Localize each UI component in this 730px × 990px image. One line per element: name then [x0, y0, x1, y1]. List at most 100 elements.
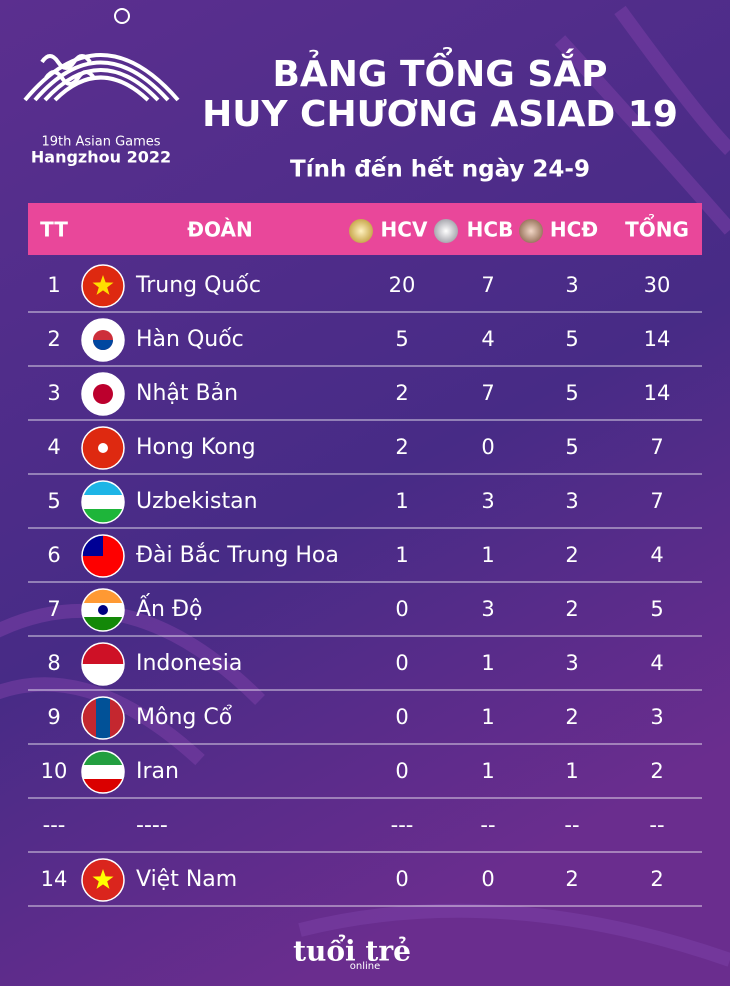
column-header: TỔNG	[625, 215, 689, 242]
team-name: Nhật Bản	[136, 381, 238, 406]
column-header: HCB	[467, 218, 514, 242]
column-header: TT	[40, 218, 68, 242]
title: HUY CHƯƠNG ASIAD 19	[202, 94, 678, 135]
medal-count: 0	[481, 435, 494, 459]
flag-stripe	[82, 643, 124, 665]
team-name: Đài Bắc Trung Hoa	[136, 543, 339, 568]
medal-count: 2	[565, 597, 578, 621]
rank: 10	[41, 759, 68, 783]
brand-logo: tuổi trẻ	[293, 934, 411, 968]
flag-ring	[81, 480, 125, 524]
medal-count: 0	[395, 705, 408, 729]
flag-stripe	[82, 664, 124, 685]
medal-count: 2	[395, 435, 408, 459]
medal-count: 5	[565, 327, 578, 351]
medal-count: 2	[565, 867, 578, 891]
medal-count: 1	[395, 543, 408, 567]
rank: 8	[47, 651, 60, 675]
flag	[82, 643, 124, 685]
medal-count: 1	[565, 759, 578, 783]
medal-count: 4	[650, 651, 663, 675]
flag-ring	[81, 750, 125, 794]
medal-count: 5	[395, 327, 408, 351]
medal-icon	[519, 219, 543, 243]
team-name: Uzbekistan	[136, 489, 258, 514]
flag-ring	[81, 696, 125, 740]
medal-count: 1	[481, 705, 494, 729]
team-name: Iran	[136, 759, 179, 784]
flag-ring	[81, 264, 125, 308]
rank: 2	[47, 327, 60, 351]
medal-icon	[349, 219, 373, 243]
medal-count: 2	[565, 543, 578, 567]
medal-count: 3	[565, 489, 578, 513]
medal-count: 1	[481, 759, 494, 783]
medal-count: 0	[395, 759, 408, 783]
flag-star	[92, 869, 114, 889]
team-name: ----	[136, 813, 168, 838]
medal-count: 5	[565, 381, 578, 405]
team-name: Việt Nam	[136, 867, 237, 892]
rank: 7	[47, 597, 60, 621]
medal-count: 2	[395, 381, 408, 405]
flag	[82, 373, 124, 415]
title: BẢNG TỔNG SẮP	[272, 47, 607, 95]
flag-ring	[81, 642, 125, 686]
medal-count: 3	[565, 273, 578, 297]
medal-count: 14	[644, 381, 671, 405]
medal-count: 0	[395, 597, 408, 621]
flag-emblem	[98, 443, 108, 453]
medal-count: 5	[650, 597, 663, 621]
team-name: Trung Quốc	[135, 273, 261, 298]
flag-ring	[81, 858, 125, 902]
flag-ring	[81, 588, 125, 632]
flag-stripe	[82, 495, 124, 510]
rank: 6	[47, 543, 60, 567]
medal-count: 0	[395, 867, 408, 891]
rank: ---	[43, 813, 66, 837]
logo-text: Hangzhou 2022	[31, 148, 171, 167]
team-name: Hàn Quốc	[136, 327, 244, 352]
flag-emblem	[93, 384, 113, 404]
column-header: HCĐ	[550, 218, 598, 242]
medal-count: 4	[650, 543, 663, 567]
team-name: Ấn Độ	[136, 594, 203, 622]
team-name: Hong Kong	[136, 435, 256, 460]
rank: 1	[47, 273, 60, 297]
medal-count: 3	[481, 489, 494, 513]
sun-icon	[114, 8, 130, 24]
medal-count: 5	[565, 435, 578, 459]
medal-count: --	[649, 813, 664, 837]
rank: 3	[47, 381, 60, 405]
flag-star	[92, 275, 114, 295]
medal-count: 1	[481, 651, 494, 675]
medal-count: 30	[644, 273, 671, 297]
rank: 14	[41, 867, 68, 891]
medal-count: --	[480, 813, 495, 837]
medal-count: 7	[650, 489, 663, 513]
medal-count: 2	[650, 759, 663, 783]
rank: 4	[47, 435, 60, 459]
flag-ring	[81, 372, 125, 416]
flag	[82, 427, 124, 469]
medal-count: 0	[395, 651, 408, 675]
event-logo	[23, 53, 180, 102]
flag-ring	[81, 534, 125, 578]
medal-count: 7	[481, 273, 494, 297]
medal-count: 3	[565, 651, 578, 675]
brand-logo-sub: online	[350, 961, 381, 972]
flag-ring	[81, 426, 125, 470]
column-header: HCV	[381, 218, 428, 242]
flag-emblem	[98, 605, 108, 615]
medal-count: 3	[650, 705, 663, 729]
logo-text: 19th Asian Games	[41, 135, 160, 150]
flag	[82, 319, 124, 361]
medal-count: --	[564, 813, 579, 837]
medal-count: 3	[481, 597, 494, 621]
medal-count: 1	[395, 489, 408, 513]
flag-stripe	[96, 697, 111, 739]
medal-count: ---	[391, 813, 414, 837]
medal-count: 2	[650, 867, 663, 891]
